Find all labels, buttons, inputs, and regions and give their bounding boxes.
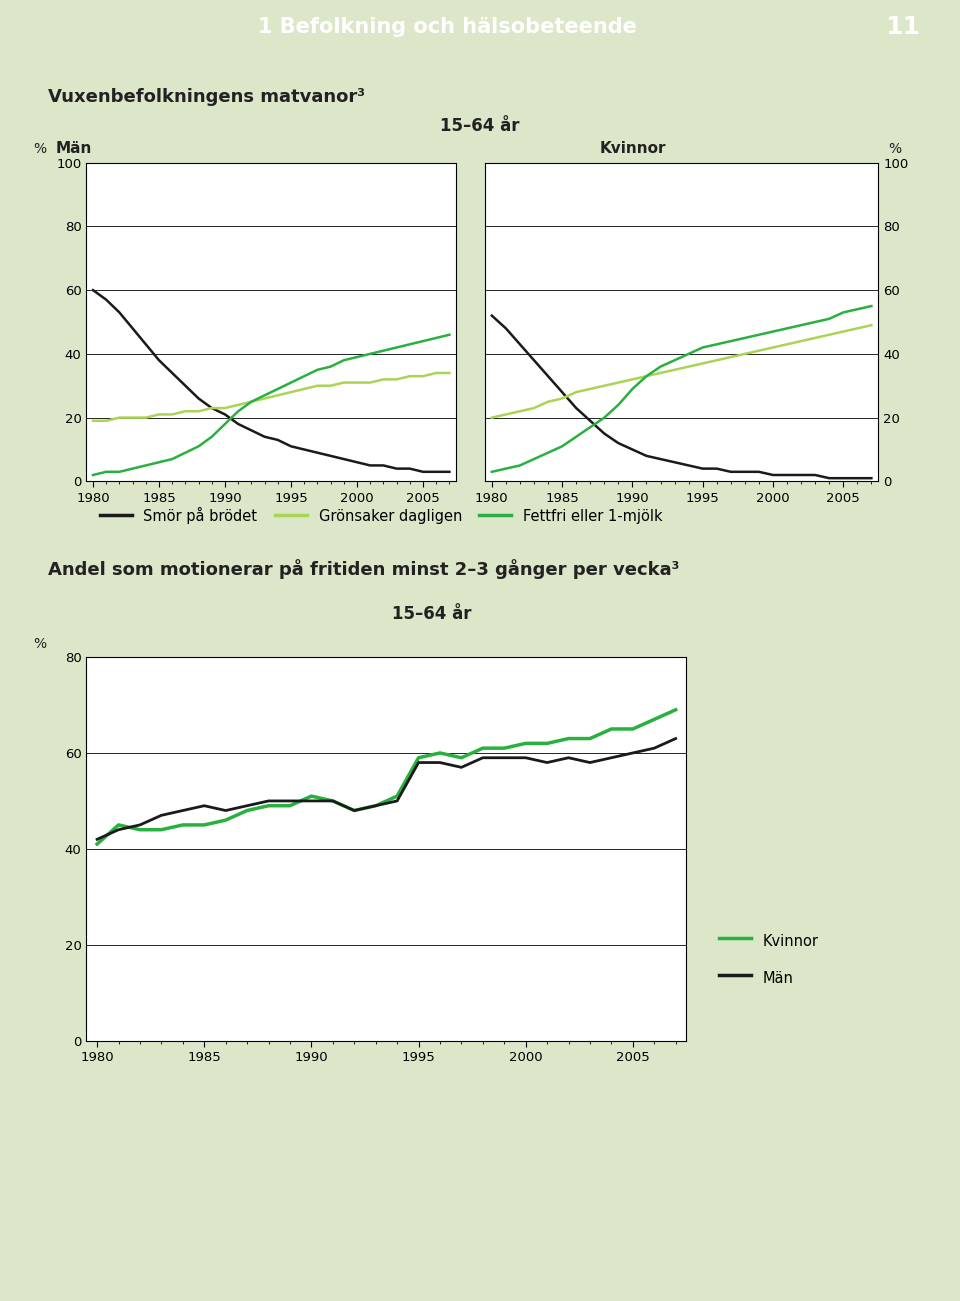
Text: 15–64 år: 15–64 år	[441, 117, 519, 135]
Legend: Kvinnor, Män: Kvinnor, Män	[713, 924, 825, 995]
Text: %: %	[34, 636, 47, 650]
Text: Män: Män	[56, 141, 92, 156]
Text: %: %	[888, 142, 901, 156]
Text: Kvinnor: Kvinnor	[600, 141, 666, 156]
Text: 1 Befolkning och hälsobeteende: 1 Befolkning och hälsobeteende	[258, 17, 637, 38]
Text: Andel som motionerar på fritiden minst 2–3 gånger per vecka³: Andel som motionerar på fritiden minst 2…	[48, 559, 680, 579]
Text: 15–64 år: 15–64 år	[393, 605, 471, 623]
Legend: Smör på brödet, Grönsaker dagligen, Fettfri eller 1-mjölk: Smör på brödet, Grönsaker dagligen, Fett…	[94, 501, 668, 530]
Text: Vuxenbefolkningens matvanor³: Vuxenbefolkningens matvanor³	[48, 88, 365, 107]
Text: 11: 11	[885, 16, 920, 39]
Text: %: %	[34, 142, 47, 156]
